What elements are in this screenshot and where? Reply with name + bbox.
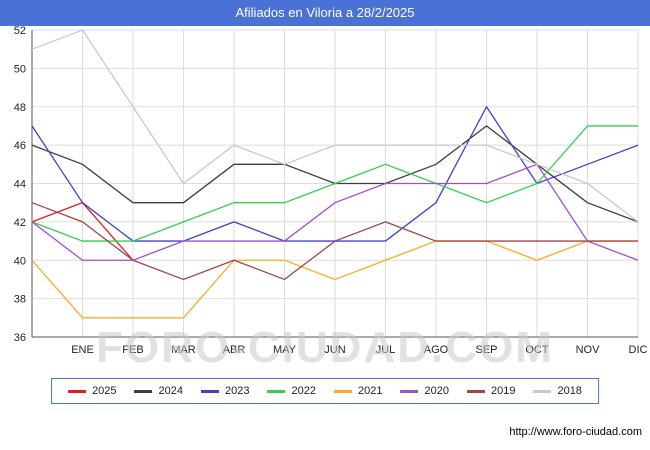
legend-label: 2024 [158,385,184,397]
legend-marker-2019 [466,389,485,393]
footer-url[interactable]: http://www.foro-ciudad.com [509,426,642,438]
svg-text:44: 44 [14,179,26,191]
legend-item-2019: 2019 [466,385,516,397]
legend-label: 2025 [92,385,117,397]
legend-marker-2021 [334,389,352,393]
svg-text:50: 50 [14,63,26,75]
legend-label: 2021 [358,385,383,397]
svg-text:52: 52 [14,25,26,37]
legend-marker-2018 [533,389,552,393]
svg-text:AGO: AGO [424,344,449,356]
svg-text:MAR: MAR [171,344,196,356]
svg-text:DIC: DIC [629,344,648,356]
legend-marker-2022 [267,389,286,393]
svg-text:NOV: NOV [576,344,601,356]
legend-item-2024: 2024 [134,385,184,397]
legend-item-2022: 2022 [267,385,316,397]
legend-marker-2023 [201,389,220,393]
legend-label: 2023 [225,385,250,397]
svg-text:42: 42 [14,217,26,229]
legend-label: 2022 [291,385,316,397]
legend: 2025 2024 2023 2022 2021 2020 2019 2018 [51,378,599,404]
svg-text:ABR: ABR [223,344,246,356]
legend-label: 2018 [557,385,582,397]
svg-text:36: 36 [14,332,26,344]
svg-text:MAY: MAY [273,344,297,356]
svg-text:46: 46 [14,140,26,152]
legend-label: 2020 [424,385,449,397]
legend-item-2023: 2023 [201,385,250,397]
page-title: Afiliados en Viloria a 28/2/2025 [0,0,650,26]
legend-item-2021: 2021 [334,385,382,397]
legend-marker-2025 [68,389,87,393]
svg-text:40: 40 [14,255,26,267]
legend-item-2020: 2020 [400,385,449,397]
svg-text:SEP: SEP [475,344,497,356]
legend-item-2025: 2025 [68,385,117,397]
svg-text:OCT: OCT [525,344,549,356]
legend-marker-2020 [400,389,419,393]
svg-text:JUL: JUL [376,344,396,356]
svg-text:48: 48 [14,102,26,114]
svg-text:ENE: ENE [71,344,94,356]
svg-text:FEB: FEB [122,344,143,356]
legend-item-2018: 2018 [533,385,582,397]
svg-text:38: 38 [14,294,26,306]
legend-marker-2024 [134,389,153,393]
svg-text:JUN: JUN [324,344,345,356]
legend-label: 2019 [490,385,516,397]
